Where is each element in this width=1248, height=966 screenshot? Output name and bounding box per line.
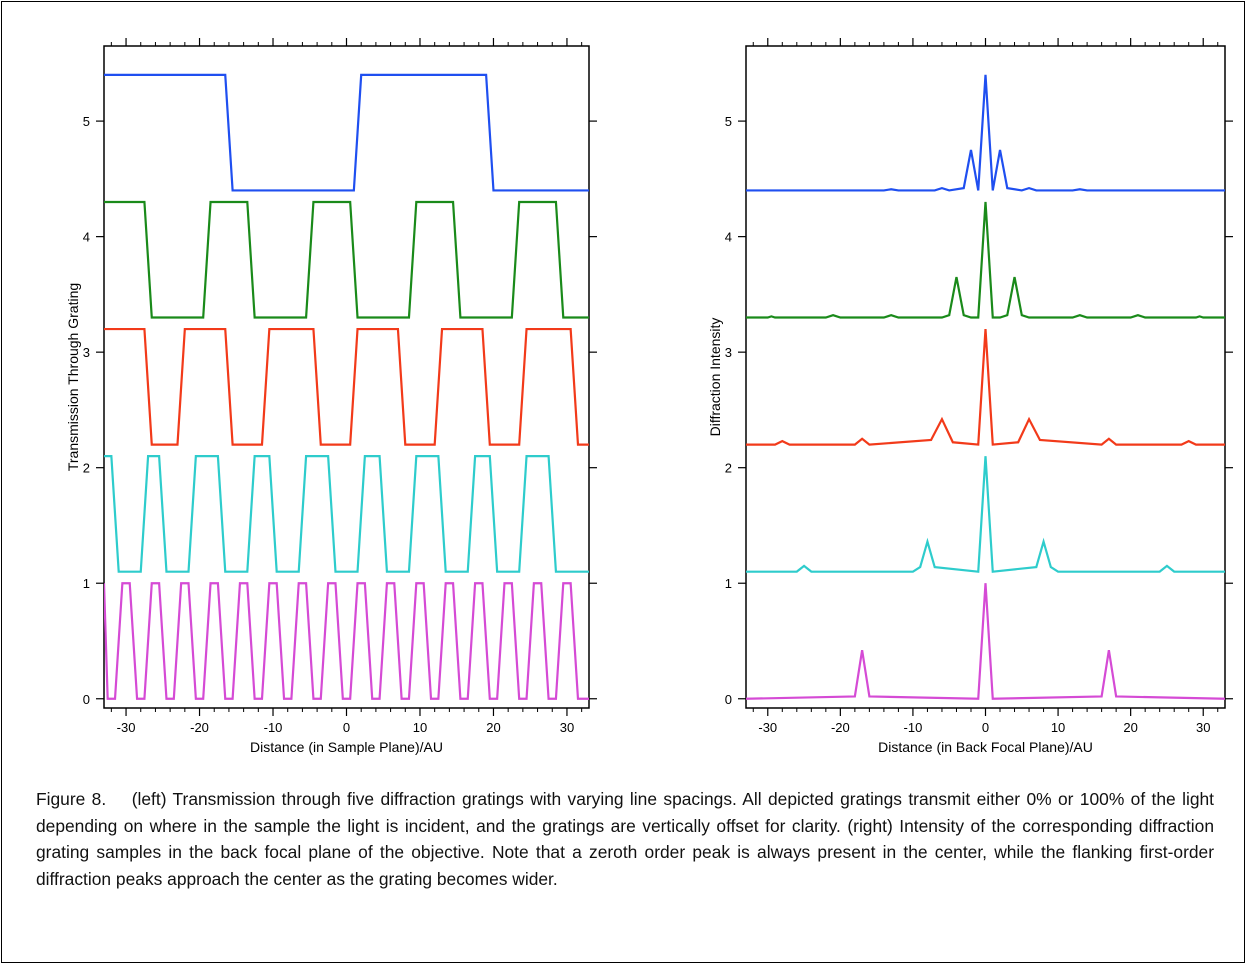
left-xtick-label: 20 bbox=[486, 720, 500, 735]
left-plot-frame bbox=[103, 45, 590, 709]
figure-label: Figure 8. bbox=[36, 789, 107, 809]
right-series-blue bbox=[746, 74, 1225, 192]
left-ytick-label: 5 bbox=[83, 114, 90, 129]
right-series-red bbox=[746, 328, 1225, 446]
right-xtick-label: 10 bbox=[1051, 720, 1065, 735]
left-ytick-label: 2 bbox=[83, 461, 90, 476]
figure-caption: Figure 8. (left) Transmission through fi… bbox=[36, 786, 1214, 892]
left-xtick-label: 10 bbox=[413, 720, 427, 735]
right-xtick-label: 30 bbox=[1196, 720, 1210, 735]
right-y-axis-title: Diffraction Intensity bbox=[707, 318, 723, 437]
right-xtick-label: 0 bbox=[982, 720, 989, 735]
left-x-axis-title: Distance (in Sample Plane)/AU bbox=[250, 739, 443, 755]
left-ytick-label: 4 bbox=[83, 230, 90, 245]
left-xtick-label: -30 bbox=[117, 720, 136, 735]
right-xtick-label: 20 bbox=[1123, 720, 1137, 735]
right-series-cyan bbox=[746, 456, 1225, 573]
left-series-magenta bbox=[104, 582, 589, 700]
right-series-green bbox=[746, 201, 1225, 319]
caption-text: (left) Transmission through five diffrac… bbox=[36, 789, 1219, 889]
left-xtick-label: 0 bbox=[343, 720, 350, 735]
right-x-axis-title: Distance (in Back Focal Plane)/AU bbox=[878, 739, 1093, 755]
right-ytick-label: 3 bbox=[725, 345, 732, 360]
left-ytick-label: 1 bbox=[83, 576, 90, 591]
left-xtick-label: 30 bbox=[560, 720, 574, 735]
right-chart-diffraction: -30 -20 -10 0 10 20 30 0 1 2 3 4 5 Distance (in Back … bbox=[707, 38, 1233, 755]
left-ytick-label: 0 bbox=[83, 692, 90, 707]
right-ytick-label: 4 bbox=[725, 230, 732, 245]
left-ytick-label: 3 bbox=[83, 345, 90, 360]
right-ytick-label: 1 bbox=[725, 576, 732, 591]
right-ytick-label: 2 bbox=[725, 461, 732, 476]
left-y-axis-title: Transmission Through Grating bbox=[65, 283, 81, 471]
left-series-green bbox=[104, 200, 589, 319]
right-xtick-label: -30 bbox=[758, 720, 777, 735]
left-series-red bbox=[104, 327, 589, 446]
left-series-blue bbox=[104, 73, 589, 192]
left-xtick-label: -10 bbox=[264, 720, 283, 735]
left-xtick-label: -20 bbox=[190, 720, 209, 735]
right-ytick-label: 0 bbox=[725, 692, 732, 707]
caption-gap bbox=[106, 789, 132, 809]
right-xtick-label: -20 bbox=[831, 720, 850, 735]
right-ytick-label: 5 bbox=[725, 114, 732, 129]
right-xtick-label: -10 bbox=[904, 720, 923, 735]
left-series-cyan bbox=[104, 455, 589, 573]
right-plot-frame bbox=[745, 45, 1226, 709]
right-series-magenta bbox=[746, 583, 1225, 700]
left-chart-transmission: -30 -20 -10 0 10 20 30 0 1 2 3 4 5 Distance (in Sampl… bbox=[65, 38, 597, 755]
